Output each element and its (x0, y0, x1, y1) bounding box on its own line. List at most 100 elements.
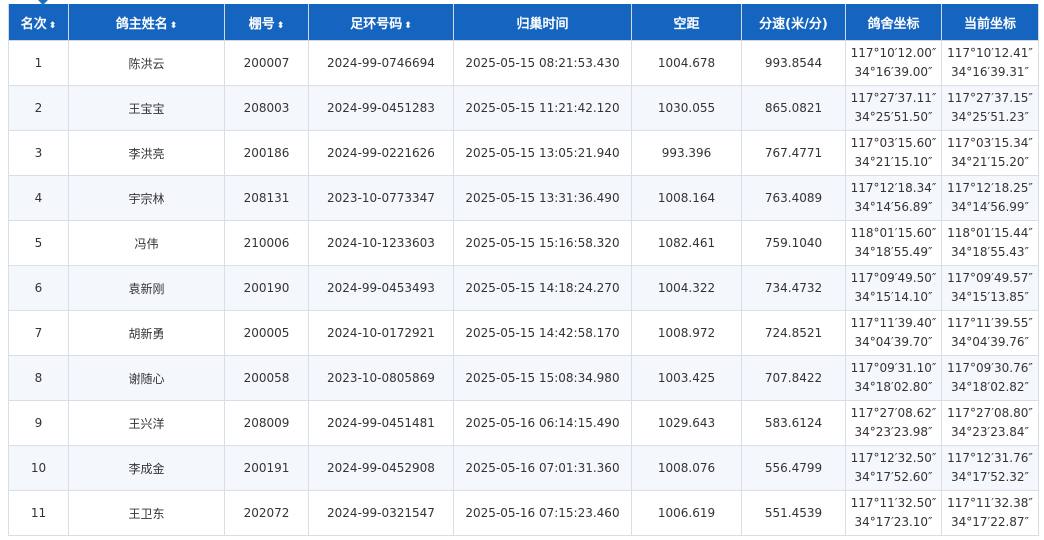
cell-owner-name: 宇宗林 (68, 175, 225, 221)
cell-rank: 5 (8, 220, 69, 266)
latitude-text: 34°18′02.80″ (854, 380, 933, 394)
cell-rank: 9 (8, 400, 69, 446)
cell-distance: 993.396 (631, 130, 742, 176)
cell-loft: 202072 (224, 490, 309, 536)
cell-owner-name: 谢随心 (68, 355, 225, 401)
table-body: 1 陈洪云 200007 2024-99-0746694 2025-05-15 08:2… (8, 40, 1039, 536)
cell-speed: 556.4799 (741, 445, 846, 491)
cell-loft: 200190 (224, 265, 309, 311)
cell-distance: 1008.076 (631, 445, 742, 491)
longitude-text: 117°27′08.80″ (947, 406, 1033, 420)
cell-distance: 1006.619 (631, 490, 742, 536)
cell-home-coord: 117°27′37.11″ 34°25′51.50″ (845, 85, 942, 131)
sort-icon[interactable]: ⬍ (48, 20, 57, 31)
table-row[interactable]: 8 谢随心 200058 2023-10-0805869 2025-05-15 15:0… (8, 355, 1039, 401)
latitude-text: 34°04′39.76″ (950, 335, 1030, 349)
table-row[interactable]: 7 胡新勇 200005 2024-10-0172921 2025-05-15 14:4… (8, 310, 1039, 356)
cell-rank: 8 (8, 355, 69, 401)
table-row[interactable]: 2 王宝宝 208003 2024-99-0451283 2025-05-15 11:2… (8, 85, 1039, 131)
table-row[interactable]: 4 宇宗林 208131 2023-10-0773347 2025-05-15 13:3… (8, 175, 1039, 221)
longitude-text: 118°01′15.60″ (850, 226, 937, 240)
cell-rank: 4 (8, 175, 69, 221)
cell-distance: 1003.425 (631, 355, 742, 401)
sort-icon[interactable]: ⬍ (276, 20, 285, 31)
cell-distance: 1029.643 (631, 400, 742, 446)
cell-rank: 3 (8, 130, 69, 176)
cell-owner-name: 李洪亮 (68, 130, 225, 176)
latitude-text: 34°15′13.85″ (950, 290, 1030, 304)
cell-home-coord: 117°27′08.62″ 34°23′23.98″ (845, 400, 942, 446)
scrollbar[interactable] (1040, 4, 1044, 540)
cell-current-coord: 117°27′37.15″ 34°25′51.23″ (941, 85, 1039, 131)
table-header-row: 名次 ⬍ 鸽主姓名 ⬍ 棚号 ⬍ 足环号码 ⬍ 归巢时间 空距 分速(米/分) 鸽舍坐标 当前坐标 (8, 4, 1039, 41)
header-col-owner-name[interactable]: 鸽主姓名 ⬍ (68, 4, 225, 41)
table-row[interactable]: 11 王卫东 202072 2024-99-0321547 2025-05-16 07:… (8, 490, 1039, 536)
latitude-text: 34°25′51.23″ (950, 110, 1030, 124)
longitude-text: 117°11′39.40″ (850, 316, 937, 330)
table-row[interactable]: 1 陈洪云 200007 2024-99-0746694 2025-05-15 08:2… (8, 40, 1039, 86)
cell-distance: 1008.164 (631, 175, 742, 221)
cell-current-coord: 117°11′39.55″ 34°04′39.76″ (941, 310, 1039, 356)
longitude-text: 117°03′15.34″ (947, 136, 1033, 150)
cell-distance: 1082.461 (631, 220, 742, 266)
header-col-speed: 分速(米/分) (741, 4, 846, 41)
cell-ring: 2024-10-1233603 (308, 220, 454, 266)
table-row[interactable]: 10 李成金 200191 2024-99-0452908 2025-05-16 07:… (8, 445, 1039, 491)
header-col-current-coord: 当前坐标 (941, 4, 1039, 41)
cell-owner-name: 王卫东 (68, 490, 225, 536)
longitude-text: 117°11′39.55″ (947, 316, 1033, 330)
header-col-rank[interactable]: 名次 ⬍ (8, 4, 69, 41)
cell-loft: 210006 (224, 220, 309, 266)
cell-distance: 1030.055 (631, 85, 742, 131)
sort-icon[interactable]: ⬍ (404, 20, 412, 31)
cell-return-time: 2025-05-15 08:21:53.430 (453, 40, 632, 86)
cell-return-time: 2025-05-15 13:31:36.490 (453, 175, 632, 221)
cell-owner-name: 冯伟 (68, 220, 225, 266)
longitude-text: 117°12′18.34″ (850, 181, 937, 195)
header-label: 足环号码 (350, 16, 403, 32)
latitude-text: 34°23′23.98″ (854, 425, 933, 439)
longitude-text: 117°27′37.15″ (947, 91, 1033, 105)
table-row[interactable]: 9 王兴洋 208009 2024-99-0451481 2025-05-16 06:1… (8, 400, 1039, 446)
table-row[interactable]: 6 袁新刚 200190 2024-99-0453493 2025-05-15 14:1… (8, 265, 1039, 311)
cell-loft: 200191 (224, 445, 309, 491)
cell-distance: 1004.678 (631, 40, 742, 86)
latitude-text: 34°17′52.60″ (854, 470, 933, 484)
cell-speed: 865.0821 (741, 85, 846, 131)
cell-speed: 724.8521 (741, 310, 846, 356)
longitude-text: 117°09′31.10″ (850, 361, 937, 375)
cell-distance: 1008.972 (631, 310, 742, 356)
cell-ring: 2024-99-0321547 (308, 490, 454, 536)
cell-ring: 2024-99-0451481 (308, 400, 454, 446)
cell-home-coord: 117°10′12.00″ 34°16′39.00″ (845, 40, 942, 86)
cell-ring: 2024-10-0172921 (308, 310, 454, 356)
header-col-ring[interactable]: 足环号码 ⬍ (308, 4, 454, 41)
header-label: 鸽舍坐标 (867, 16, 920, 32)
cell-owner-name: 陈洪云 (68, 40, 225, 86)
table-row[interactable]: 3 李洪亮 200186 2024-99-0221626 2025-05-15 13:0… (8, 130, 1039, 176)
table-row[interactable]: 5 冯伟 210006 2024-10-1233603 2025-05-15 15:16… (8, 220, 1039, 266)
latitude-text: 34°17′22.87″ (950, 515, 1030, 529)
cell-loft: 200186 (224, 130, 309, 176)
latitude-text: 34°17′52.32″ (950, 470, 1030, 484)
cell-speed: 767.4771 (741, 130, 846, 176)
latitude-text: 34°14′56.99″ (950, 200, 1030, 214)
cell-speed: 763.4089 (741, 175, 846, 221)
cell-rank: 2 (8, 85, 69, 131)
cell-current-coord: 117°27′08.80″ 34°23′23.84″ (941, 400, 1039, 446)
longitude-text: 117°10′12.00″ (850, 46, 937, 60)
cell-rank: 11 (8, 490, 69, 536)
cell-return-time: 2025-05-16 06:14:15.490 (453, 400, 632, 446)
header-col-loft[interactable]: 棚号 ⬍ (224, 4, 309, 41)
cell-ring: 2024-99-0451283 (308, 85, 454, 131)
cell-loft: 208003 (224, 85, 309, 131)
longitude-text: 117°09′49.50″ (850, 271, 937, 285)
longitude-text: 117°27′37.11″ (850, 91, 937, 105)
latitude-text: 34°18′55.49″ (854, 245, 933, 259)
cell-owner-name: 李成金 (68, 445, 225, 491)
cell-current-coord: 117°09′49.57″ 34°15′13.85″ (941, 265, 1039, 311)
cell-return-time: 2025-05-15 15:16:58.320 (453, 220, 632, 266)
sort-icon[interactable]: ⬍ (169, 20, 178, 31)
cell-rank: 1 (8, 40, 69, 86)
